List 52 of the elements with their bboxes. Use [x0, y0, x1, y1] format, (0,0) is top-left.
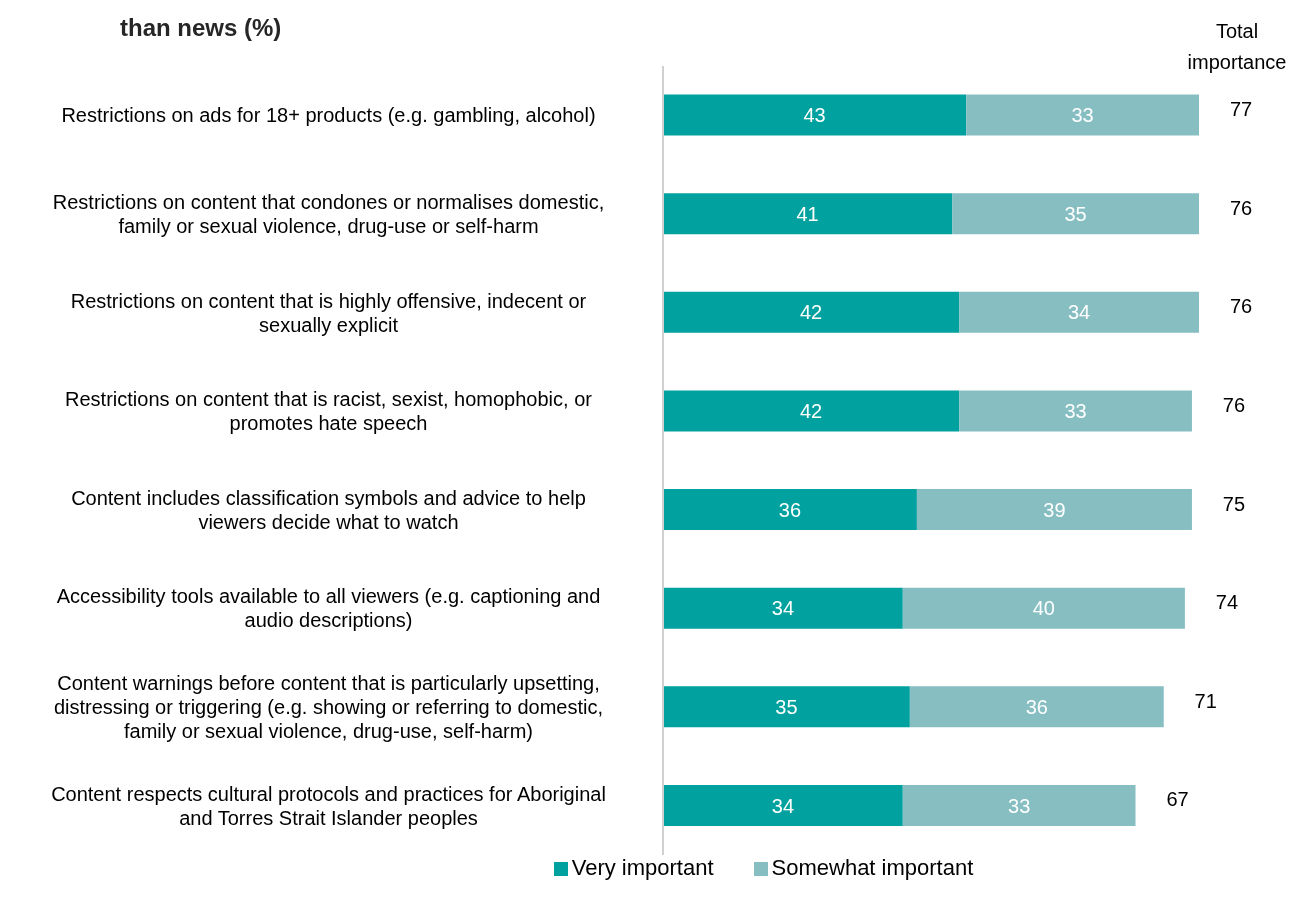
bar: [966, 94, 1199, 136]
total-label: 75: [1222, 492, 1246, 515]
data-label: 33: [1071, 104, 1094, 127]
total-label: 77: [1229, 98, 1253, 121]
bar: [959, 390, 1192, 432]
y-tick-label: Content includes classification symbols and advice to help viewers decide what to watch: [71, 486, 586, 533]
bar: [902, 587, 1185, 629]
y-tick-label: Restrictions on ads for 18+ products (e.g. gambling, alcohol): [61, 104, 596, 127]
data-label: 36: [778, 498, 802, 521]
bar: [663, 489, 917, 531]
y-tick-label: Content respects cultural protocols and practices for Aboriginal and Torres Strait Islander peoples: [51, 782, 606, 829]
y-tick-label: Content warnings before content that is particularly upsetting, distressing or triggering (e.g. showing or referring to domestic, family or sexual violence, drug-use, self-harm): [53, 672, 604, 743]
data-label: 43: [803, 104, 826, 127]
total-label: 76: [1229, 196, 1253, 219]
total-label: 71: [1194, 689, 1217, 712]
text: than news (%): [120, 14, 282, 42]
bar: [959, 291, 1199, 333]
bar: [663, 587, 903, 629]
bar: [916, 489, 1192, 531]
annotation: Total importance: [1186, 19, 1288, 75]
y-tick-label: Accessibility tools available to all viewers (e.g. captioning and audio descriptions): [56, 585, 601, 632]
data-label: 35: [775, 695, 798, 718]
total-label: 76: [1222, 393, 1246, 416]
total-label: 76: [1229, 295, 1253, 318]
bar: [663, 390, 960, 432]
data-label: 33: [1064, 400, 1087, 423]
data-label: 36: [1025, 695, 1048, 718]
bar: [663, 193, 953, 235]
bar: [909, 686, 1164, 728]
data-label: 39: [1043, 498, 1066, 521]
total-label: 74: [1215, 591, 1239, 614]
bar: [663, 784, 903, 826]
bar: [952, 193, 1199, 235]
legend-label: Somewhat important: [771, 855, 974, 880]
y-tick-label: Restrictions on content that is racist, sexist, homophobic, or promotes hate speech: [65, 388, 593, 435]
total-label: 67: [1166, 788, 1189, 811]
bar: [663, 94, 967, 136]
bar: [663, 291, 960, 333]
bar: [663, 686, 910, 728]
data-label: 35: [1064, 202, 1087, 225]
data-label: 34: [1067, 301, 1091, 324]
data-label: 40: [1032, 597, 1055, 620]
data-label: 33: [1008, 794, 1031, 817]
y-tick-label: Restrictions on content that is highly offensive, indecent or sexually explicit: [70, 289, 587, 336]
data-label: 42: [799, 400, 823, 423]
data-label: 34: [771, 597, 795, 620]
data-label: 42: [799, 301, 823, 324]
data-label: 34: [771, 794, 795, 817]
data-label: 41: [796, 202, 819, 225]
legend-label: Very important: [571, 855, 714, 880]
bar: [902, 784, 1136, 826]
y-tick-label: Restrictions on content that condones or normalises domestic, family or sexual violence, drug-use or self-harm: [52, 190, 605, 237]
